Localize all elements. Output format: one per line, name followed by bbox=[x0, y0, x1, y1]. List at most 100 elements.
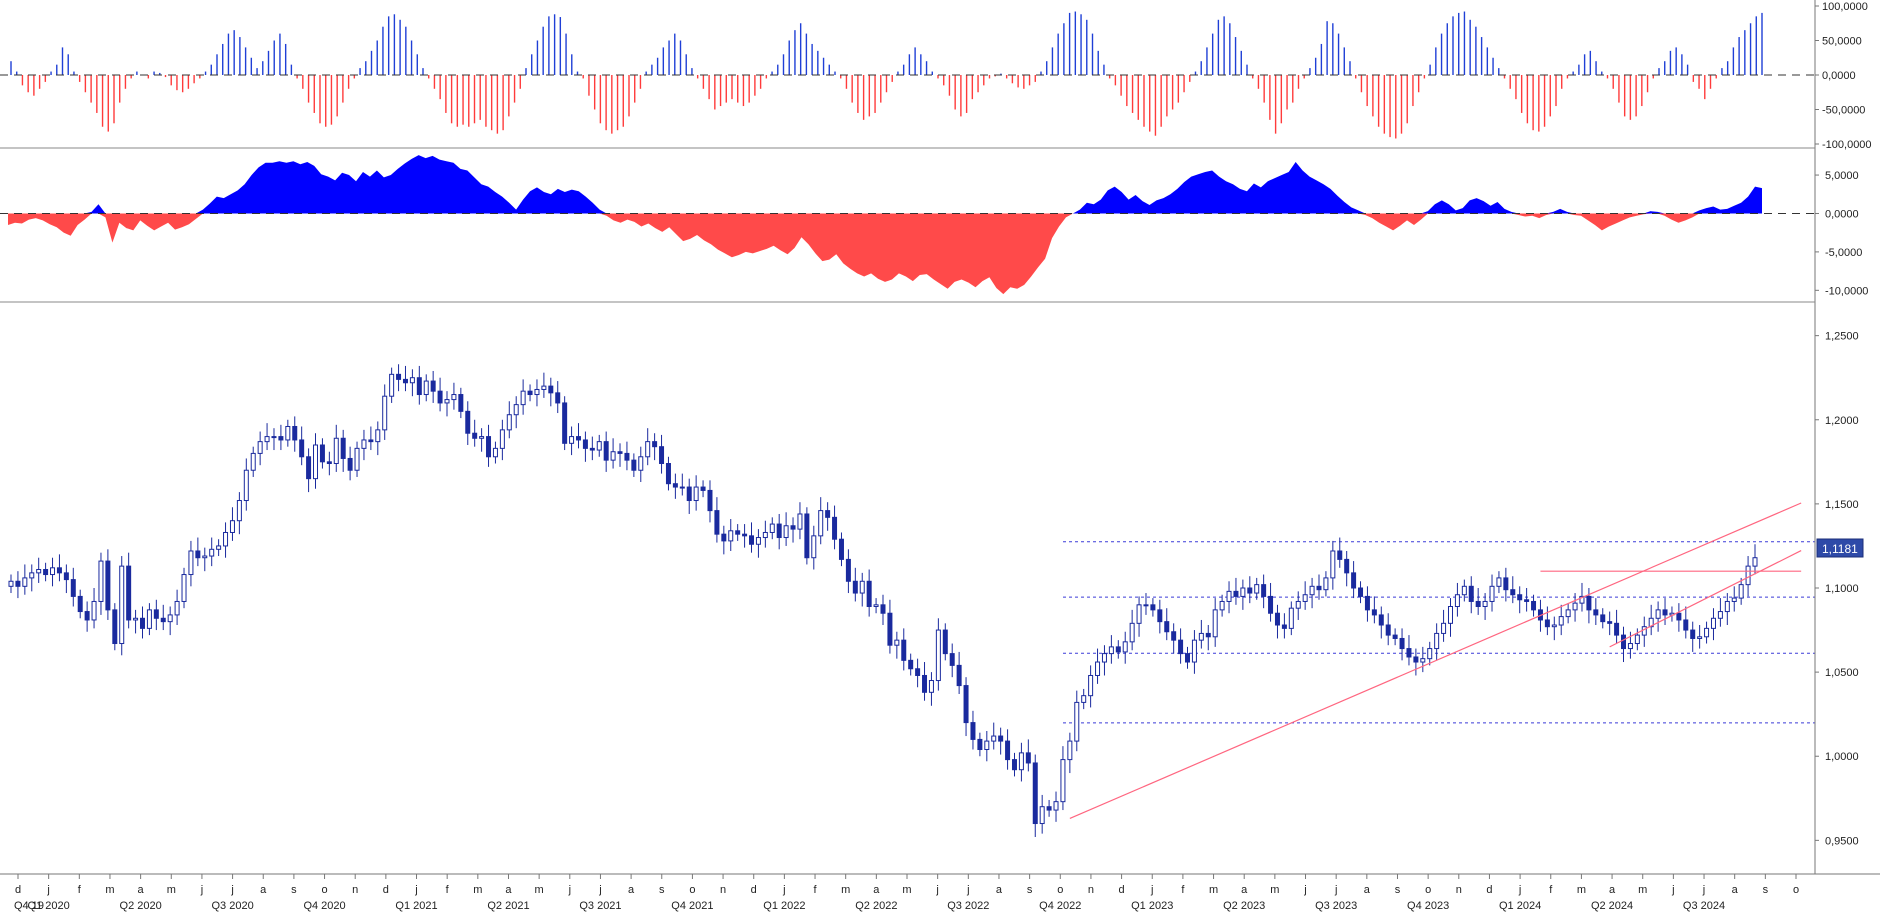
candle-down bbox=[112, 609, 118, 645]
candle-down bbox=[1358, 587, 1364, 597]
candle-up bbox=[133, 617, 139, 621]
candle-down bbox=[278, 436, 284, 441]
month-label: j bbox=[414, 884, 417, 896]
candle-down bbox=[402, 378, 408, 384]
candle-down bbox=[1683, 619, 1689, 631]
candle-up bbox=[188, 550, 194, 576]
candle-up bbox=[762, 531, 768, 539]
candle-up bbox=[271, 436, 277, 439]
candle-down bbox=[70, 579, 76, 597]
candle-up bbox=[119, 565, 125, 645]
month-label: n bbox=[720, 884, 726, 896]
candle-up bbox=[1738, 584, 1744, 599]
candle-down bbox=[458, 394, 464, 412]
candle-down bbox=[686, 486, 692, 502]
y-tick-label: -50,0000 bbox=[1822, 105, 1865, 117]
candle-down bbox=[1046, 806, 1052, 811]
candle-up bbox=[797, 513, 803, 530]
y-tick-label: 0,9500 bbox=[1825, 835, 1859, 847]
month-label: s bbox=[659, 884, 665, 896]
quarter-label: Q3 2024 bbox=[1683, 900, 1725, 912]
candle-down bbox=[915, 668, 921, 676]
candle-up bbox=[569, 436, 575, 444]
month-label: s bbox=[1395, 884, 1401, 896]
candle-down bbox=[1351, 572, 1357, 589]
candle-up bbox=[22, 577, 28, 587]
candle-down bbox=[838, 538, 844, 560]
candle-down bbox=[153, 609, 159, 619]
candle-up bbox=[513, 404, 519, 416]
candle-up bbox=[223, 531, 229, 547]
month-label: m bbox=[105, 884, 114, 896]
candle-up bbox=[1129, 622, 1135, 643]
month-label: m bbox=[1638, 884, 1647, 896]
candle-down bbox=[306, 456, 312, 480]
candle-down bbox=[866, 580, 872, 608]
candle-down bbox=[589, 447, 595, 451]
candle-down bbox=[742, 533, 748, 537]
candle-up bbox=[1655, 609, 1661, 619]
candle-down bbox=[963, 685, 969, 724]
candle-down bbox=[1337, 550, 1343, 560]
candle-down bbox=[582, 439, 588, 449]
candle-down bbox=[1621, 634, 1627, 650]
month-label: a bbox=[1609, 884, 1616, 896]
candle-up bbox=[1060, 759, 1066, 803]
quarter-label: Q4 19 bbox=[14, 900, 44, 912]
candle-up bbox=[50, 567, 56, 576]
candle-up bbox=[1551, 624, 1557, 628]
month-label: a bbox=[138, 884, 145, 896]
quarter-label: Q1 2021 bbox=[395, 900, 437, 912]
month-label: j bbox=[46, 884, 49, 896]
y-tick-label: 1,2000 bbox=[1825, 415, 1859, 427]
y-tick-label: 1,1000 bbox=[1825, 583, 1859, 595]
month-label: f bbox=[1181, 884, 1185, 896]
quarter-label: Q2 2023 bbox=[1223, 900, 1265, 912]
candle-down bbox=[105, 560, 111, 611]
quarter-label: Q3 2023 bbox=[1315, 900, 1357, 912]
candle-down bbox=[922, 674, 928, 693]
candle-up bbox=[1697, 636, 1703, 639]
candle-down bbox=[970, 722, 976, 740]
candle-up bbox=[1039, 806, 1045, 825]
histogram-panel bbox=[0, 11, 1815, 139]
candle-up bbox=[1088, 674, 1094, 697]
candle-down bbox=[1268, 595, 1274, 614]
candle-down bbox=[998, 735, 1004, 742]
candle-down bbox=[575, 436, 581, 441]
candle-up bbox=[859, 580, 865, 594]
candle-down bbox=[43, 568, 49, 576]
candle-down bbox=[396, 373, 402, 380]
negative-area bbox=[8, 213, 1762, 295]
month-label: a bbox=[1732, 884, 1739, 896]
candle-down bbox=[1364, 595, 1370, 611]
candle-down bbox=[548, 385, 554, 394]
candle-down bbox=[1399, 637, 1405, 650]
candle-up bbox=[811, 535, 817, 559]
candle-down bbox=[845, 558, 851, 582]
candle-up bbox=[1108, 646, 1114, 655]
candle-down bbox=[1274, 612, 1280, 626]
candle-up bbox=[1420, 658, 1426, 663]
y-tick-label: -5,0000 bbox=[1825, 247, 1862, 259]
candle-down bbox=[1115, 646, 1121, 653]
candle-up bbox=[229, 520, 235, 533]
candle-down bbox=[1011, 759, 1017, 771]
candle-down bbox=[56, 567, 62, 574]
candle-down bbox=[15, 580, 21, 587]
candle-down bbox=[430, 380, 436, 392]
month-label: s bbox=[1027, 884, 1033, 896]
candle-down bbox=[1510, 589, 1516, 596]
positive-area bbox=[8, 155, 1762, 214]
candle-down bbox=[1503, 577, 1509, 591]
candle-down bbox=[1316, 585, 1322, 591]
candle-up bbox=[423, 380, 429, 396]
trend-line bbox=[1069, 502, 1802, 820]
candle-up bbox=[8, 580, 14, 587]
candle-up bbox=[1330, 550, 1336, 579]
candle-down bbox=[1171, 631, 1177, 641]
candle-down bbox=[1185, 653, 1191, 663]
y-tick-label: 1,1500 bbox=[1825, 499, 1859, 511]
candle-down bbox=[665, 463, 671, 485]
candle-down bbox=[1385, 624, 1391, 636]
